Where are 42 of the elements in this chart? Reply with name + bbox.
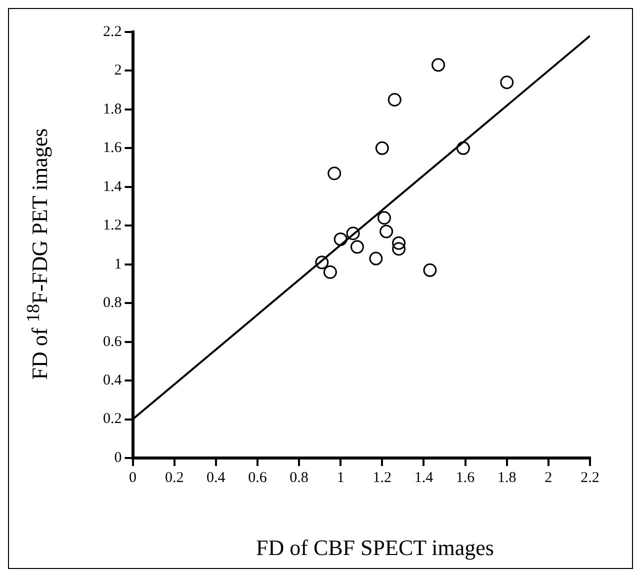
- point: [392, 236, 406, 250]
- x-tick-label: 0.6: [248, 470, 268, 486]
- y-tick-label: 1.8: [103, 101, 122, 118]
- point: [423, 263, 437, 277]
- y-tick-label: 1.6: [103, 140, 122, 156]
- point: [388, 93, 402, 107]
- y-tick-label: 1.4: [103, 178, 122, 195]
- y-tick-label: 0.2: [103, 411, 122, 428]
- x-tick-label: 1.8: [497, 470, 516, 486]
- x-tick-label: 1: [336, 470, 344, 486]
- x-tick-label: 1.6: [456, 470, 476, 486]
- x-tick-label: 2.2: [580, 470, 600, 486]
- y-tick-label: 0.6: [103, 334, 122, 350]
- point: [369, 252, 383, 266]
- y-tick-label: 0: [114, 450, 122, 466]
- point: [323, 265, 337, 279]
- x-tick-label: 0: [129, 470, 136, 486]
- point: [500, 76, 514, 90]
- point: [346, 226, 360, 240]
- point: [380, 224, 394, 238]
- y-tick-label: 1: [114, 256, 122, 272]
- y-tick-label: 0.4: [103, 372, 122, 388]
- x-tick-label: 0.8: [290, 470, 308, 486]
- point: [334, 232, 348, 246]
- point: [350, 240, 364, 254]
- y-tick-label: 0.8: [103, 295, 122, 312]
- y-tick-label: 2: [114, 62, 122, 79]
- y-tick-label: 2.2: [103, 24, 122, 40]
- x-tick-label: 2: [544, 470, 552, 486]
- point: [392, 242, 406, 256]
- y-tick-label: 1.2: [103, 218, 122, 234]
- point: [315, 256, 329, 270]
- x-axis-title: FD of CBF SPECT images: [256, 535, 494, 561]
- point: [377, 211, 391, 225]
- x-tick-label: 1.2: [372, 470, 392, 486]
- point: [432, 58, 446, 72]
- x-tick-label: 0.4: [206, 470, 226, 486]
- point: [456, 141, 470, 155]
- point: [328, 166, 342, 180]
- x-tick-label: 1.4: [414, 470, 434, 486]
- point: [375, 141, 389, 155]
- x-tick-label: 0.2: [164, 470, 184, 486]
